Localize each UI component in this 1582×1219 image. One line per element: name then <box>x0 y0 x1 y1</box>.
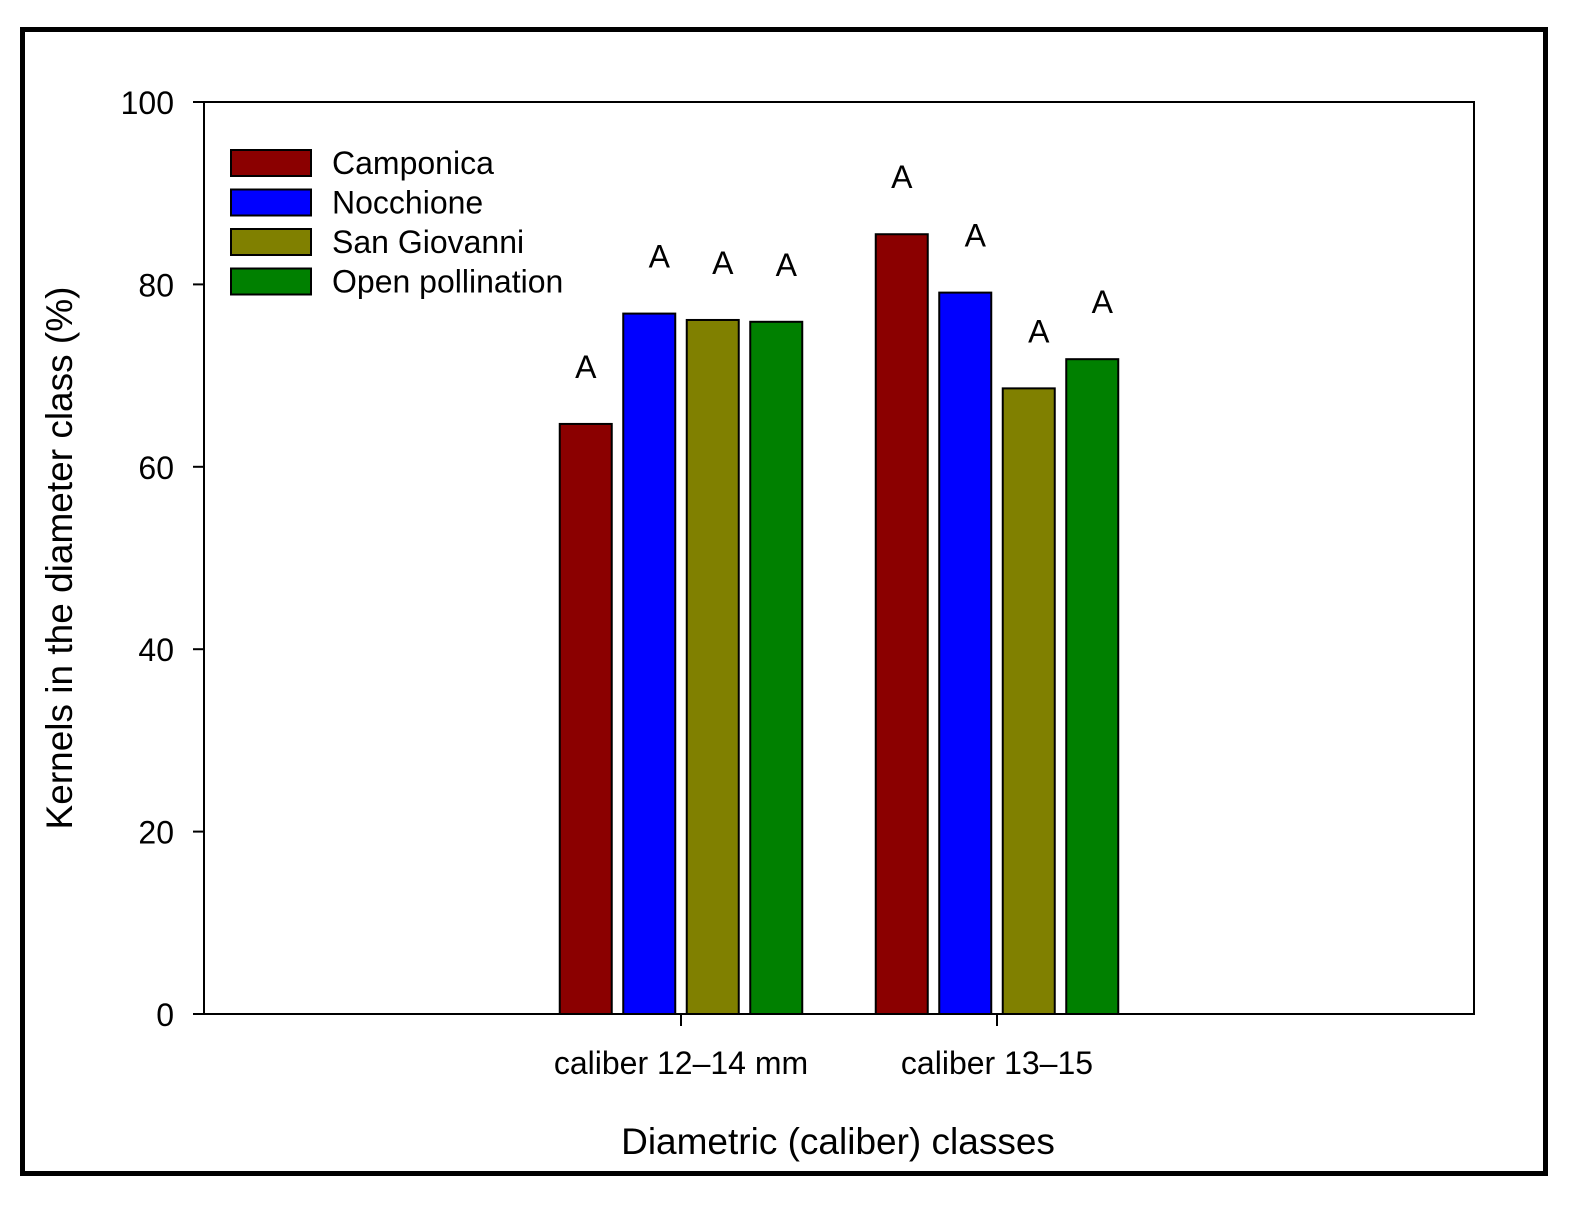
bar <box>622 312 677 1016</box>
y-axis: 0 20 40 60 80 100 <box>121 85 204 1033</box>
legend-label: Open pollination <box>332 264 563 300</box>
x-tick-label: caliber 12–14 mm <box>554 1045 808 1081</box>
bar-significance-label: A <box>649 239 671 275</box>
y-tick-label: 40 <box>138 632 174 668</box>
y-tick-label: 80 <box>138 267 174 303</box>
bar-significance-label: A <box>712 245 734 281</box>
bar <box>685 318 740 1015</box>
plot-area <box>203 101 1475 1015</box>
figure-frame <box>20 27 1548 1176</box>
legend-swatch <box>230 149 312 177</box>
legend-label: Nocchione <box>332 185 483 221</box>
y-tick-label: 60 <box>138 450 174 486</box>
significance-labels: A A A A A A A A <box>575 159 1114 385</box>
bar-significance-label: A <box>965 218 987 254</box>
legend-label: Camponica <box>332 145 494 181</box>
bar <box>749 320 804 1015</box>
bar <box>558 422 613 1016</box>
bar <box>1001 387 1056 1016</box>
legend-swatch <box>230 228 312 256</box>
bar <box>874 233 929 1016</box>
y-tick-label: 0 <box>156 997 174 1033</box>
bar-significance-label: A <box>575 349 597 385</box>
y-tick-label: 20 <box>138 815 174 851</box>
bar-significance-label: A <box>891 159 913 195</box>
legend-label: San Giovanni <box>332 224 524 260</box>
y-axis-label: Kernels in the diameter class (%) <box>39 287 80 830</box>
bar <box>1065 358 1120 1015</box>
bar-significance-label: A <box>1028 313 1050 349</box>
bar-significance-label: A <box>1092 284 1114 320</box>
legend-swatch <box>230 267 312 296</box>
x-axis: caliber 12–14 mm caliber 13–15 <box>554 1014 1093 1081</box>
legend-swatch <box>230 188 312 217</box>
x-tick-label: caliber 13–15 <box>901 1045 1093 1081</box>
bars-group <box>558 233 1120 1016</box>
bar-significance-label: A <box>776 247 798 283</box>
x-axis-label: Diametric (caliber) classes <box>621 1121 1055 1162</box>
bar <box>938 291 993 1016</box>
y-tick-label: 100 <box>121 85 174 121</box>
